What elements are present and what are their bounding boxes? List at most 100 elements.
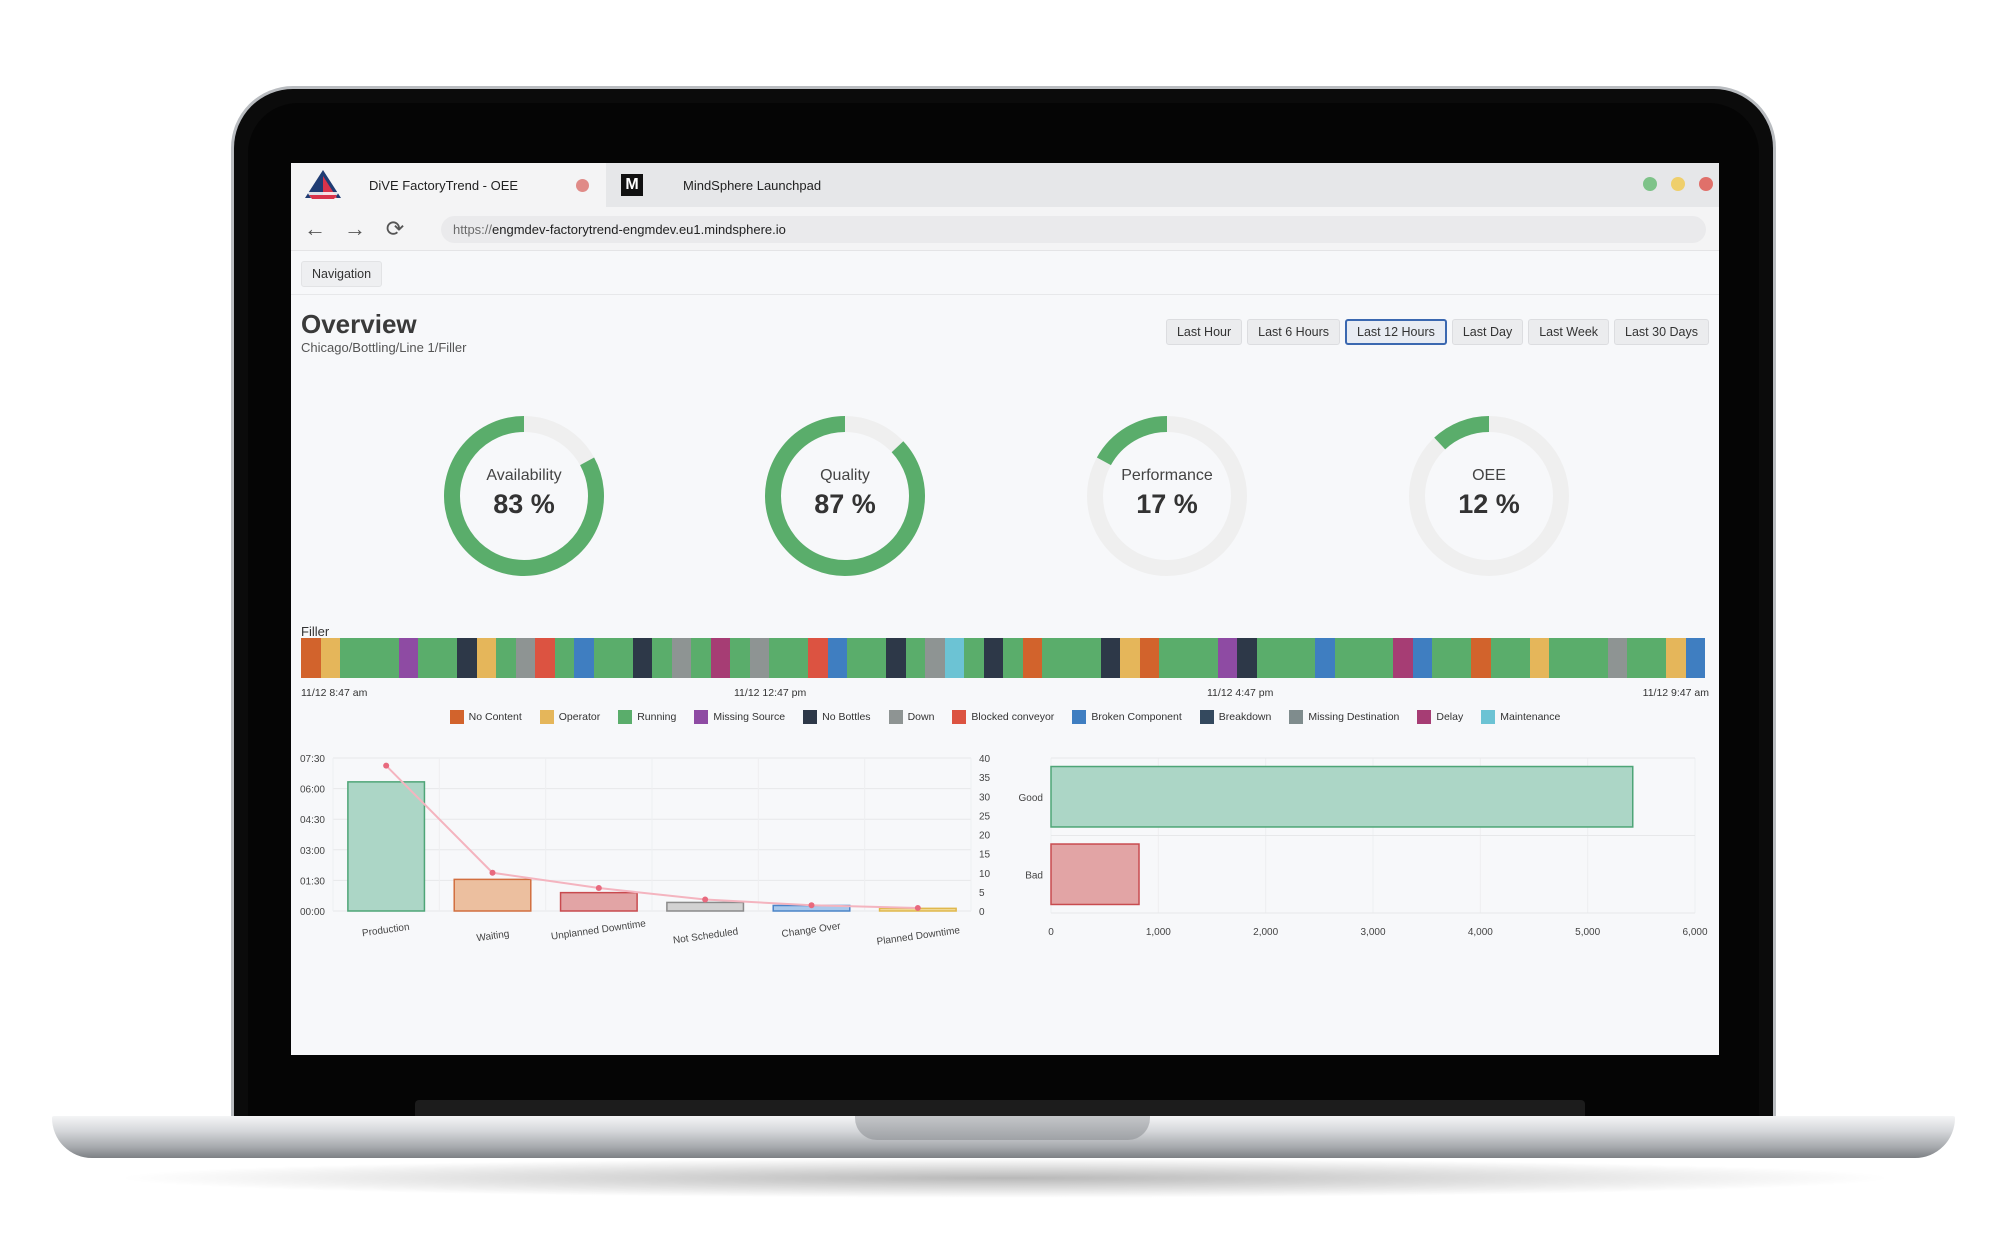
timeline-segment[interactable] <box>1139 638 1160 678</box>
timeline-segment[interactable] <box>808 638 828 678</box>
timeline-segment[interactable] <box>1315 638 1335 678</box>
legend-item[interactable]: No Bottles <box>803 710 871 724</box>
timeline-segment[interactable] <box>632 638 653 678</box>
timeline-segment[interactable] <box>1412 638 1433 678</box>
forward-arrow-icon[interactable]: → <box>344 216 366 241</box>
timeline-segment[interactable] <box>964 638 984 678</box>
timeline-segment[interactable] <box>1627 638 1667 678</box>
timeline-segment[interactable] <box>944 638 965 678</box>
timeline-segment[interactable] <box>535 638 555 678</box>
timeline-segment[interactable] <box>886 638 906 678</box>
quality-gauge: Quality 87 % <box>760 411 930 581</box>
left-axis-tick-label: 00:00 <box>300 907 325 918</box>
timeline-segment[interactable] <box>1685 638 1706 678</box>
timeline-segment[interactable] <box>1237 638 1257 678</box>
tab-mindsphere-launchpad[interactable]: M MindSphere Launchpad <box>621 163 921 207</box>
timeline-segment[interactable] <box>730 638 750 678</box>
timeline-segment[interactable] <box>1549 638 1608 678</box>
close-tab-icon[interactable] <box>576 179 589 192</box>
legend-item[interactable]: Blocked conveyor <box>952 710 1054 724</box>
legend-swatch <box>694 710 709 724</box>
timeline-segment[interactable] <box>827 638 848 678</box>
timeline-segment[interactable] <box>554 638 575 678</box>
legend-item[interactable]: Maintenance <box>1481 710 1560 724</box>
timeline-segment[interactable] <box>496 638 516 678</box>
navigation-button[interactable]: Navigation <box>301 261 383 287</box>
timeline-segment[interactable] <box>710 638 731 678</box>
timeline-segment[interactable] <box>847 638 887 678</box>
reload-icon[interactable]: ⟳ <box>385 216 405 241</box>
timeline-segment[interactable] <box>1217 638 1238 678</box>
state-timeline[interactable] <box>301 638 1706 678</box>
timeline-segment[interactable] <box>1529 638 1550 678</box>
legend-item[interactable]: No Content <box>449 710 522 724</box>
legend-item[interactable]: Missing Destination <box>1289 710 1399 724</box>
timeline-segment[interactable] <box>457 638 477 678</box>
url-field[interactable]: https://engmdev-factorytrend-engmdev.eu1… <box>441 216 1706 243</box>
legend-item[interactable]: Delay <box>1417 710 1463 724</box>
timeline-segment[interactable] <box>340 638 399 678</box>
timeline-segment[interactable] <box>905 638 926 678</box>
timeline-segment[interactable] <box>1490 638 1530 678</box>
maximize-window-button[interactable] <box>1643 177 1657 191</box>
performance-gauge-ring <box>1087 416 1247 576</box>
timeline-segment[interactable] <box>320 638 340 678</box>
legend-label: Missing Source <box>713 711 786 723</box>
close-window-button[interactable] <box>1699 177 1713 191</box>
timeline-segment[interactable] <box>1022 638 1043 678</box>
timeline-segment[interactable] <box>1432 638 1472 678</box>
timeline-segment[interactable] <box>1666 638 1686 678</box>
legend-item[interactable]: Running <box>618 710 676 724</box>
timeline-segment[interactable] <box>301 638 321 678</box>
right-axis-tick-label: 30 <box>979 792 991 803</box>
legend-label: Broken Component <box>1091 711 1182 723</box>
timeline-segment[interactable] <box>1471 638 1491 678</box>
legend-item[interactable]: Missing Source <box>694 710 785 724</box>
timeline-segment[interactable] <box>476 638 497 678</box>
performance-gauge: Performance 17 % <box>1082 411 1252 581</box>
timeline-segment[interactable] <box>398 638 419 678</box>
timeline-segment[interactable] <box>1607 638 1628 678</box>
timeline-segment[interactable] <box>1393 638 1413 678</box>
timeline-segment[interactable] <box>749 638 770 678</box>
state-legend: No Content Operator Running Missing Source N… <box>291 710 1719 724</box>
range-last-day-button[interactable]: Last Day <box>1451 319 1524 345</box>
range-last-6-hours-button[interactable]: Last 6 Hours <box>1247 319 1341 345</box>
legend-item[interactable]: Operator <box>539 710 600 724</box>
legend-label: Missing Destination <box>1308 711 1400 723</box>
timeline-segment[interactable] <box>574 638 594 678</box>
back-arrow-icon[interactable]: ← <box>304 216 326 241</box>
legend-item[interactable]: Down <box>888 710 934 724</box>
timeline-segment[interactable] <box>1100 638 1121 678</box>
timeline-segment[interactable] <box>1256 638 1316 678</box>
timeline-segment[interactable] <box>652 638 672 678</box>
timeline-segment[interactable] <box>515 638 536 678</box>
range-last-week-button[interactable]: Last Week <box>1528 319 1610 345</box>
timeline-segment[interactable] <box>671 638 692 678</box>
timeline-segment[interactable] <box>769 638 809 678</box>
legend-item[interactable]: Breakdown <box>1199 710 1271 724</box>
timeline-segment[interactable] <box>691 638 711 678</box>
timeline-segment[interactable] <box>1042 638 1101 678</box>
range-last-30-days-button[interactable]: Last 30 Days <box>1614 319 1709 345</box>
timeline-segment[interactable] <box>1334 638 1394 678</box>
legend-item[interactable]: Broken Component <box>1072 710 1182 724</box>
category-label: Not Scheduled <box>672 926 739 946</box>
minimize-window-button[interactable] <box>1671 177 1685 191</box>
gauge-label: OEE <box>1472 467 1506 484</box>
range-last-hour-button[interactable]: Last Hour <box>1165 319 1243 345</box>
url-scheme: https:// <box>453 222 493 237</box>
timeline-segment[interactable] <box>418 638 458 678</box>
timeline-segment[interactable] <box>983 638 1004 678</box>
timeline-segment[interactable] <box>1159 638 1218 678</box>
timeline-segment[interactable] <box>925 638 945 678</box>
x-axis-tick-label: 0 <box>1048 927 1054 938</box>
timeline-segment[interactable] <box>593 638 633 678</box>
timeline-segment[interactable] <box>1120 638 1140 678</box>
legend-label: Running <box>637 711 677 723</box>
timeline-start-label: 11/12 8:47 am <box>301 687 368 699</box>
tab-dive-factorytrend[interactable]: DiVE FactoryTrend - OEE <box>291 163 606 207</box>
timeline-segment[interactable] <box>1003 638 1023 678</box>
pareto-bar <box>666 901 745 912</box>
range-last-12-hours-button[interactable]: Last 12 Hours <box>1345 319 1447 345</box>
